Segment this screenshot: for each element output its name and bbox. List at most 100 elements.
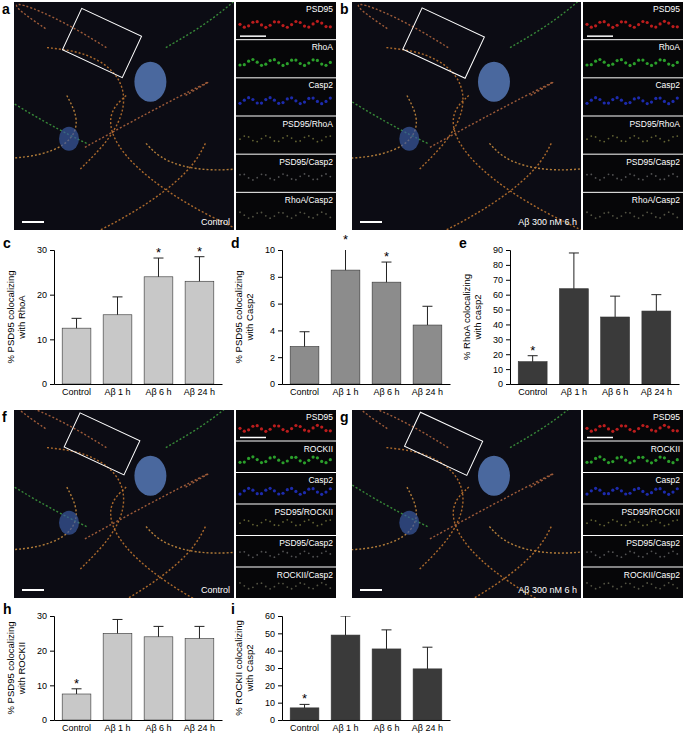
punctum: [668, 175, 670, 177]
punctum: [603, 492, 606, 495]
error-bar-cap: [153, 626, 163, 627]
punctum: [269, 555, 271, 557]
x-axis-line: [511, 384, 680, 385]
x-tick-label: Control: [62, 387, 91, 397]
x-tick: Control: [518, 387, 547, 397]
punctum: [667, 493, 670, 496]
panel-letter: f: [2, 409, 7, 425]
punctum: [612, 174, 614, 176]
y-axis: 0246810: [265, 245, 283, 389]
channel-strip: [583, 155, 683, 192]
punctum: [291, 178, 293, 180]
punctum: [277, 492, 280, 495]
punctum: [603, 212, 605, 214]
punctum: [256, 101, 259, 104]
y-tick-mark: [506, 265, 510, 266]
marks: [518, 253, 671, 384]
y-axis-title-line: % RhoA colocalizing: [461, 274, 472, 360]
punctum: [329, 96, 332, 99]
neurite: [166, 410, 234, 448]
punctum: [290, 23, 293, 26]
cell-body: [134, 62, 166, 102]
punctum: [671, 100, 674, 103]
punctum: [612, 215, 614, 217]
panel-letter: g: [340, 409, 349, 425]
scale-bar: [360, 589, 382, 591]
punctum: [261, 582, 263, 584]
punctum: [273, 58, 276, 61]
punctum: [650, 25, 653, 28]
punctum: [663, 59, 666, 62]
punctum: [621, 556, 623, 558]
neurite: [111, 487, 234, 598]
punctum: [329, 487, 332, 490]
channel-strip: [236, 536, 336, 567]
punctum: [616, 59, 619, 62]
x-axis-line: [283, 384, 451, 385]
punctum: [676, 458, 679, 461]
micrograph: [14, 2, 234, 230]
punctum: [264, 489, 267, 492]
punctum: [599, 556, 601, 558]
x-tick-label: Aβ 24 h: [412, 387, 443, 397]
punctum: [676, 587, 678, 589]
significance-marker: *: [197, 244, 202, 259]
punctum: [324, 64, 327, 67]
error-bar-cap: [72, 318, 82, 319]
channel-strip: [583, 117, 683, 154]
punctum: [295, 556, 297, 558]
punctum: [274, 140, 276, 142]
punctum: [256, 525, 258, 527]
punctum: [312, 556, 314, 558]
y-tick-mark: [278, 330, 282, 331]
punctum: [624, 492, 627, 495]
punctum: [320, 102, 323, 105]
punctum: [650, 100, 653, 103]
punctum: [637, 23, 640, 26]
y-tick-mark: [278, 616, 282, 617]
y-tick-label: 70: [493, 275, 503, 285]
punctum: [243, 430, 246, 433]
channel-strip: [583, 40, 683, 77]
bar: [144, 277, 173, 384]
punctum: [650, 491, 653, 494]
y-axis-title-line: with ROCKII: [16, 642, 27, 695]
y-tick-mark: [506, 280, 510, 281]
punctum: [676, 25, 679, 28]
punctum: [599, 140, 601, 142]
punctum: [261, 212, 263, 214]
punctum: [269, 59, 272, 62]
y-axis-title-line: % ROCKII colocalizing: [233, 620, 244, 716]
punctum: [595, 217, 597, 219]
y-tick: 70: [493, 275, 510, 285]
punctum: [238, 492, 241, 495]
x-tick-label: Aβ 6 h: [602, 387, 628, 397]
punctum: [655, 587, 657, 589]
punctum: [638, 588, 640, 590]
chart: 0102030ControlAβ 1 hAβ 6 hAβ 24 h*% PSD9…: [3, 601, 223, 733]
punctum: [248, 177, 250, 179]
punctum: [329, 176, 331, 178]
y-axis: 0102030: [37, 245, 55, 389]
y-tick-mark: [506, 295, 510, 296]
punctum: [286, 586, 288, 588]
punctum: [239, 522, 241, 524]
x-tick: Aβ 6 h: [602, 387, 628, 397]
punctum: [594, 457, 597, 460]
punctum: [625, 524, 627, 526]
punctum: [598, 98, 601, 101]
punctum: [595, 588, 597, 590]
y-tick-label: 0: [270, 715, 275, 725]
punctum: [641, 20, 644, 23]
punctum: [303, 100, 306, 103]
condition-label: Aβ 300 nM 6 h: [518, 217, 577, 227]
punctum: [299, 175, 301, 177]
punctum: [329, 25, 332, 28]
y-tick-label: 40: [493, 320, 503, 330]
punctum: [261, 138, 263, 140]
x-tick: Aβ 1 h: [332, 723, 358, 733]
error-bar-cap: [194, 626, 204, 627]
punctum: [278, 582, 280, 584]
punctum: [585, 461, 588, 464]
error-bar-cap: [610, 296, 620, 297]
